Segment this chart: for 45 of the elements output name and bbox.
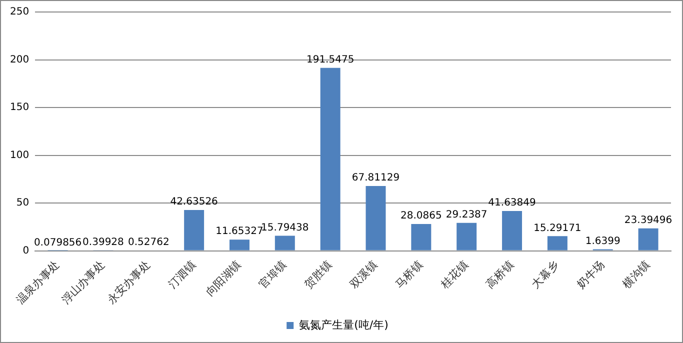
data-label: 0.52762 [128, 236, 170, 248]
data-label: 67.81129 [352, 172, 400, 184]
x-tick-label: 汀泗镇 [166, 258, 198, 291]
y-tick-label: 50 [16, 198, 30, 209]
data-label: 0.39928 [82, 236, 124, 248]
y-tick-label: 250 [10, 6, 30, 18]
data-label: 41.63849 [488, 198, 536, 209]
data-label: 29.2387 [446, 209, 488, 220]
bar [184, 210, 204, 250]
data-label: 28.0865 [400, 210, 442, 222]
x-tick-label: 横沟镇 [620, 258, 652, 291]
x-tick-label: 高桥镇 [484, 258, 516, 291]
bar [411, 224, 432, 250]
x-tick-label: 马桥镇 [392, 258, 426, 291]
bar [547, 236, 568, 250]
x-tick-label: 官埠镇 [256, 258, 290, 291]
x-tick-label: 双溪镇 [347, 258, 380, 291]
y-tick-label: 100 [10, 150, 30, 161]
bar [456, 222, 477, 250]
data-label: 15.29171 [534, 222, 582, 234]
data-label: 0.079856 [34, 237, 82, 248]
bar [502, 211, 522, 250]
y-tick-label: 0 [22, 245, 30, 256]
bar [366, 186, 386, 250]
x-tick-label: 温泉办事处 [14, 258, 62, 306]
data-label: 11.65327 [216, 226, 264, 238]
bar [320, 68, 340, 250]
bar [229, 240, 250, 250]
y-tick-label: 200 [10, 54, 30, 66]
data-label: 23.39496 [624, 215, 672, 226]
data-label: 191.5475 [306, 54, 354, 66]
data-label: 1.6399 [585, 236, 620, 247]
x-tick-label: 向阳湖镇 [203, 258, 244, 299]
data-label: 15.79438 [261, 222, 309, 234]
x-tick-label: 永安办事处 [104, 258, 153, 306]
x-tick-label: 浮山办事处 [59, 258, 108, 306]
data-label: 42.63526 [170, 196, 218, 208]
x-tick-label: 桂花镇 [438, 258, 471, 292]
y-tick-label: 150 [10, 102, 30, 114]
x-tick-label: 奶牛场 [574, 258, 608, 291]
legend-label: 氨氮产生量(吨/年) [299, 318, 388, 332]
bar [274, 236, 295, 250]
x-tick-label: 贺胜镇 [302, 258, 334, 291]
x-tick-label: 大幕乡 [529, 258, 562, 291]
bar [638, 228, 658, 250]
